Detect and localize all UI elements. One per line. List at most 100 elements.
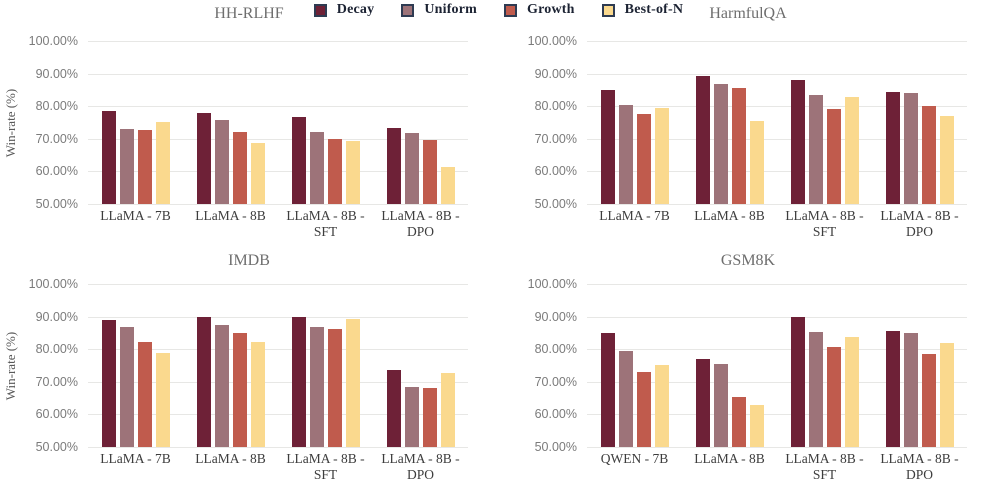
gridline [88,138,468,140]
bar-best-of-n [250,143,265,204]
legend-label-growth: Growth [527,2,575,17]
gridline [88,106,468,108]
bar-growth [636,113,651,204]
x-category-label: QWEN - 7B [600,451,669,466]
x-category-label: LLaMA - 7B [100,208,171,223]
y-tick-label: 90.00% [35,66,78,81]
chart-title: HH-RLHF [214,5,284,22]
y-tick-label: 90.00% [35,309,78,324]
y-axis-ticks: 100.00% 90.00% 80.00% 70.00% 60.00% 50.00% [499,34,577,211]
bar-group [183,41,278,204]
y-axis-ticks: 100.00% 90.00% 80.00% 70.00% 60.00% 50.00% [0,34,78,211]
bar-group [373,41,468,204]
plot-area [88,284,468,448]
legend-swatch-uniform [401,3,415,17]
bar-decay [790,80,805,204]
bar-decay [695,75,710,204]
chart-gsm8k: GSM8K 100.00% 90.00% 80.00% 70.00% 60.00% 50.… [499,243,997,487]
bar-decay [291,316,306,447]
gridline [587,73,967,75]
y-tick-label: 100.00% [28,277,78,291]
gridline [587,414,967,416]
x-category-label: LLaMA - 8B [195,451,266,466]
bar-uniform [404,132,419,204]
bar-group [777,41,872,204]
bar-uniform [309,131,324,204]
bar-best-of-n [250,341,265,447]
bar-group [872,41,967,204]
bar-best-of-n [155,122,170,204]
bar-uniform [713,363,728,447]
bar-best-of-n [345,319,360,447]
gridline [587,316,967,318]
y-tick-label: 90.00% [534,66,577,81]
x-category-label: LLaMA - 7B [599,208,670,223]
chart-title: IMDB [228,252,270,269]
bar-group [183,284,278,447]
y-tick-label: 50.00% [534,440,577,454]
bar-group [373,284,468,447]
chart-imdb: IMDB Win-rate (%) 100.00% 90.00% 80.00% 70.… [0,243,498,487]
chart-harmfulqa: HarmfulQA 100.00% 90.00% 80.00% 70.00% 60.00… [499,0,997,244]
legend-item-uniform: Uniform [401,2,477,18]
bar-growth [921,105,936,204]
gridline [587,204,967,205]
x-axis-labels: LLaMA - 7B LLaMA - 8B LLaMA - 8B - SFT LLaM… [88,451,468,485]
bar-group [587,284,682,447]
bar-best-of-n [939,343,954,447]
legend-swatch-best-of-n [601,3,615,17]
bar-best-of-n [440,166,455,204]
bar-decay [101,111,116,204]
gridline [88,447,468,448]
bar-group [872,284,967,447]
x-axis-labels: LLaMA - 7B LLaMA - 8B LLaMA - 8B - SFT LLaM… [88,208,468,242]
bar-uniform [903,93,918,204]
y-tick-label: 70.00% [534,131,577,146]
gridline [587,349,967,351]
bar-growth [731,88,746,204]
gridline [587,106,967,108]
plot-area [587,284,967,448]
chart-title: GSM8K [720,252,776,269]
y-tick-label: 100.00% [28,34,78,48]
bar-decay [885,91,900,204]
legend-swatch-decay [313,3,327,17]
y-tick-label: 80.00% [534,342,577,357]
y-tick-label: 60.00% [534,164,577,179]
gridline [88,73,468,75]
bar-decay [101,319,116,447]
bar-growth [327,139,342,204]
x-category-label: LLaMA - 8B - DPO [381,451,460,483]
bar-growth [422,388,437,447]
bar-decay [600,332,615,447]
plot-area [587,41,967,205]
bar-growth [826,346,841,447]
gridline [88,204,468,205]
bar-uniform [808,331,823,447]
y-tick-label: 100.00% [527,34,577,48]
y-tick-label: 100.00% [527,277,577,291]
legend-label-best-of-n: Best-of-N [624,2,684,17]
bar-uniform [309,326,324,447]
bar-decay [386,369,401,447]
legend-item-best-of-n: Best-of-N [601,2,684,18]
bar-group [682,284,777,447]
bar-best-of-n [749,120,764,204]
y-axis-ticks: 100.00% 90.00% 80.00% 70.00% 60.00% 50.00% [499,277,577,454]
x-category-label: LLaMA - 8B - DPO [880,208,959,240]
gridline [88,284,468,285]
bar-best-of-n [440,373,455,447]
bar-decay [196,113,211,204]
y-tick-label: 50.00% [35,197,78,211]
bar-decay [386,128,401,204]
bar-uniform [214,119,229,204]
y-tick-label: 70.00% [35,131,78,146]
bar-uniform [903,332,918,447]
chart-hh-rlhf: HH-RLHF Win-rate (%) 100.00% 90.00% 80.00%… [0,0,498,244]
gridline [587,381,967,383]
legend-label-decay: Decay [336,2,375,17]
bar-uniform [618,351,633,447]
bar-growth [636,372,651,447]
bar-decay [291,117,306,204]
